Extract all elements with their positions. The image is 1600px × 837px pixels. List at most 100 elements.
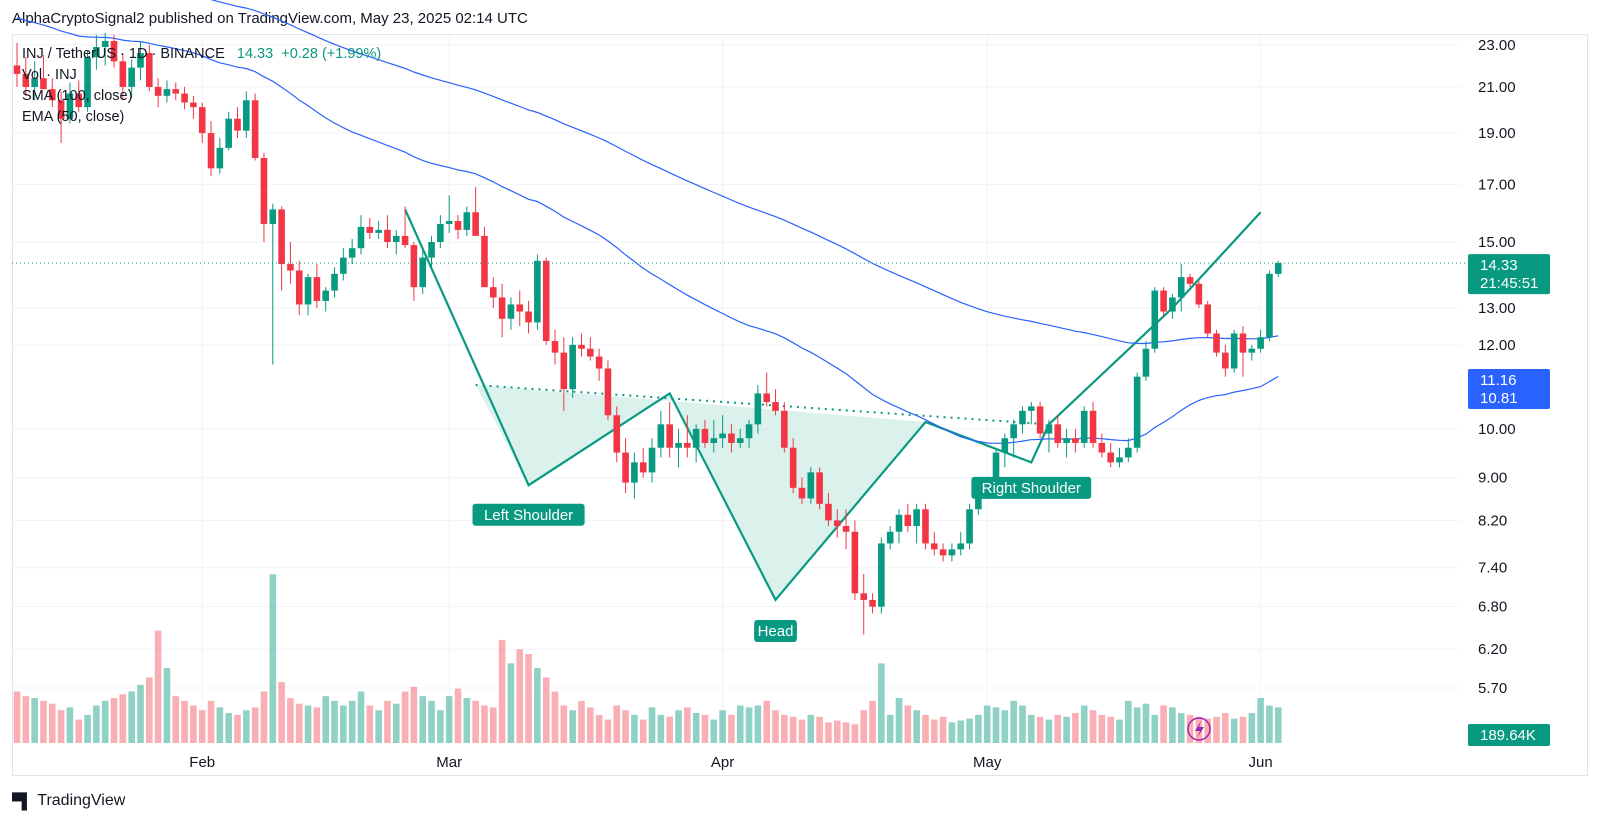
candle-body [454, 220, 462, 230]
volume-bar [119, 694, 127, 743]
price-tick: 8.20 [1478, 512, 1507, 529]
candle-body [481, 235, 488, 288]
volume-badge-box [1468, 724, 1550, 746]
candle-body [1028, 406, 1035, 411]
candle-body [304, 277, 312, 305]
volume-bar [719, 710, 726, 743]
candle-body [216, 147, 224, 169]
candle-body [922, 509, 929, 544]
candle-body [1142, 348, 1150, 377]
candle-body [1195, 283, 1203, 305]
volume-bar [534, 668, 541, 743]
candle-body [772, 402, 779, 411]
time-tick: Jun [1249, 754, 1273, 771]
candle-body [172, 89, 180, 94]
candle-body [587, 348, 594, 357]
pattern-label: Left Shoulder [484, 507, 573, 524]
volume-bar [992, 707, 1000, 743]
legend-volume: Vol · INJ [22, 67, 77, 83]
volume-bar [101, 700, 109, 743]
candle-body [542, 260, 550, 342]
candle-body [154, 86, 162, 96]
legend-last: 14.33 [236, 46, 274, 62]
candle-body [666, 424, 673, 448]
candle-body [1125, 447, 1132, 458]
price-tick: 12.00 [1478, 337, 1516, 354]
price-tick: 6.20 [1478, 641, 1507, 658]
candle-body [75, 93, 83, 108]
volume-bar [1028, 714, 1035, 743]
volume-bar [13, 691, 21, 743]
volume-bar [639, 719, 647, 743]
candle-body [66, 93, 74, 119]
candle-body [101, 41, 109, 48]
candle-body [930, 543, 938, 550]
pattern-label: Right Shoulder [982, 480, 1081, 497]
candle-body [198, 107, 206, 134]
price-tick: 7.40 [1478, 560, 1507, 577]
volume-bar [260, 691, 268, 743]
volume-bar [930, 719, 938, 743]
volume-bar [1169, 707, 1176, 743]
volume-bar [384, 700, 391, 743]
volume-bar [710, 719, 718, 743]
pattern-fill [475, 384, 926, 600]
candle-body [975, 493, 982, 510]
last-price-badge: 14.33 [1480, 257, 1518, 274]
candle-body [331, 273, 338, 291]
legend-symbol: INJ / TetherUS · 1D · BINANCE [22, 46, 225, 62]
candle-body [631, 462, 638, 483]
inverse-head-and-shoulders-pattern [404, 208, 1262, 602]
candle-body [1019, 410, 1026, 425]
volume-bar [401, 691, 409, 743]
volume-bar [878, 663, 885, 743]
candle-body [146, 53, 153, 87]
price-tick: 15.00 [1478, 234, 1516, 251]
candle-body [13, 65, 21, 74]
volume-bar [595, 714, 603, 743]
volume-bar [516, 649, 524, 743]
volume-bar [781, 714, 788, 743]
candle-body [1133, 376, 1141, 448]
candle-body [895, 514, 903, 532]
time-tick: Feb [189, 754, 215, 771]
candle-body [851, 531, 859, 594]
price-tick: 5.70 [1478, 680, 1507, 697]
chart-frame[interactable] [12, 34, 1588, 776]
volume-bar [983, 705, 991, 743]
candle-body [754, 393, 762, 425]
candle-body [948, 549, 956, 556]
volume-bar [1125, 700, 1132, 743]
volume-bar [366, 705, 374, 743]
candle-body [869, 599, 876, 607]
candle-body [243, 100, 250, 131]
candle-body [860, 593, 868, 600]
chart-overlay: Left Shoulder Head Right Shoulder 14.3321:4… [12, 254, 1550, 746]
volume-bar [1186, 714, 1194, 743]
volume-bar [957, 720, 965, 743]
volume-bar [763, 700, 770, 743]
volume-bar [48, 703, 56, 743]
volume-bar [190, 705, 197, 743]
volume-bar [154, 630, 162, 743]
candle-body [57, 100, 65, 119]
candle-body [410, 245, 418, 288]
candle-body [84, 57, 91, 108]
volume-bar [137, 684, 144, 743]
legend-sma: SMA (100, close) [22, 88, 133, 104]
candle-body [48, 89, 56, 101]
volume-bar [569, 710, 576, 743]
volume-bar [40, 700, 47, 743]
volume-bar [392, 703, 400, 743]
price-tick: 13.00 [1478, 300, 1516, 317]
volume-bar [1160, 705, 1167, 743]
candle-body [181, 93, 188, 103]
volume-bar [410, 686, 418, 743]
volume-bar [895, 698, 903, 743]
candle-body [472, 212, 479, 236]
candle-body [878, 543, 885, 607]
candle-body [966, 509, 973, 544]
volume-bar [287, 698, 294, 743]
volume-bar [445, 696, 453, 743]
